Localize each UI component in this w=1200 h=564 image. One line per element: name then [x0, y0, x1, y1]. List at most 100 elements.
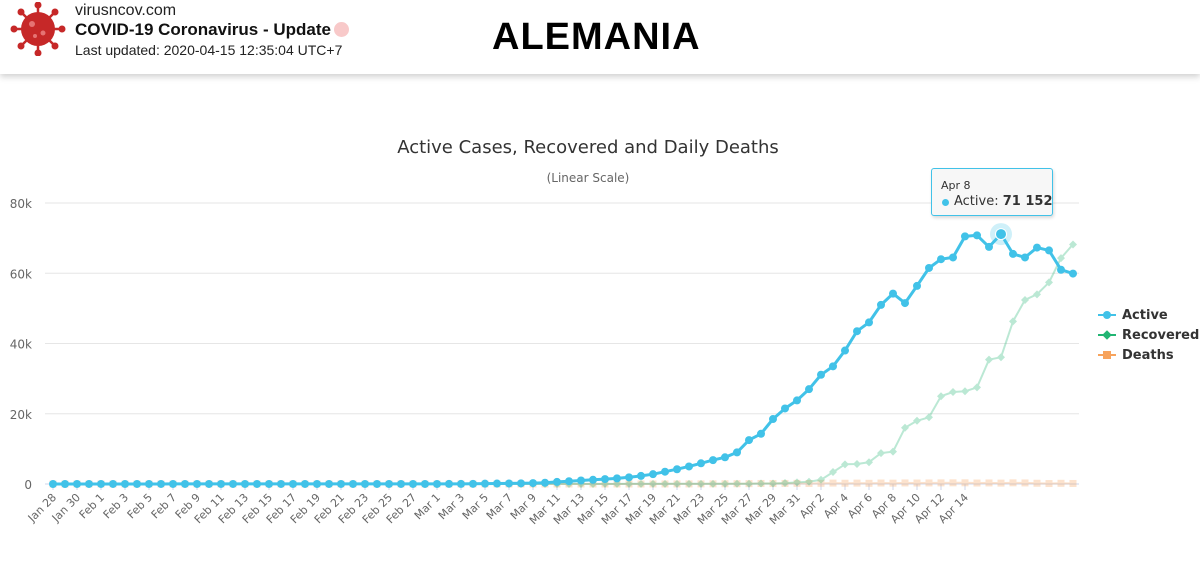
data-point-deaths[interactable] [757, 479, 765, 487]
data-point-deaths[interactable] [769, 480, 777, 488]
data-point-deaths[interactable] [637, 480, 645, 488]
data-point-recovered[interactable] [901, 423, 909, 432]
data-point-recovered[interactable] [865, 458, 873, 467]
data-point-deaths[interactable] [841, 479, 849, 487]
data-point-recovered[interactable] [973, 383, 981, 392]
data-point-active[interactable] [61, 479, 69, 488]
data-point-recovered[interactable] [805, 477, 813, 486]
data-point-active[interactable] [505, 479, 513, 488]
data-point-active[interactable] [73, 479, 81, 488]
data-point-active[interactable] [553, 477, 561, 486]
legend-item-deaths[interactable]: Deaths [1098, 345, 1199, 365]
data-point-active[interactable] [1045, 246, 1053, 255]
data-point-recovered[interactable] [721, 479, 729, 488]
data-point-active[interactable] [217, 479, 225, 488]
data-point-active[interactable] [685, 462, 693, 471]
data-point-deaths[interactable] [865, 479, 873, 487]
data-point-recovered[interactable] [817, 475, 825, 484]
data-point-recovered[interactable] [985, 355, 993, 364]
data-point-active[interactable] [793, 396, 801, 405]
data-point-active[interactable] [1033, 243, 1041, 252]
data-point-deaths[interactable] [661, 480, 669, 488]
data-point-deaths[interactable] [589, 480, 597, 488]
data-point-active[interactable] [973, 231, 981, 240]
data-point-deaths[interactable] [1069, 479, 1077, 487]
data-point-active[interactable] [397, 479, 405, 488]
data-point-deaths[interactable] [817, 479, 825, 487]
data-point-active[interactable] [1057, 265, 1065, 274]
data-point-deaths[interactable] [781, 479, 789, 487]
data-point-recovered[interactable] [1021, 295, 1029, 304]
data-point-active[interactable] [97, 479, 105, 488]
data-point-recovered[interactable] [781, 479, 789, 488]
data-point-recovered[interactable] [649, 479, 657, 488]
data-point-active[interactable] [697, 459, 705, 468]
data-point-deaths[interactable] [1045, 480, 1053, 488]
data-point-active[interactable] [913, 281, 921, 290]
data-point-active[interactable] [805, 385, 813, 394]
data-point-recovered[interactable] [697, 479, 705, 488]
data-point-active[interactable] [109, 479, 117, 488]
data-point-active[interactable] [49, 479, 57, 488]
data-point-active[interactable] [433, 479, 441, 488]
data-point-recovered[interactable] [937, 392, 945, 401]
data-point-active[interactable] [985, 242, 993, 251]
data-point-active[interactable] [1069, 269, 1077, 278]
data-point-active[interactable] [661, 467, 669, 476]
data-point-active[interactable] [253, 479, 261, 488]
data-point-active[interactable] [529, 479, 537, 488]
data-point-active[interactable] [133, 479, 141, 488]
data-point-active[interactable] [481, 479, 489, 488]
data-point-deaths[interactable] [685, 480, 693, 488]
data-point-active[interactable] [865, 318, 873, 327]
data-point-deaths[interactable] [805, 479, 813, 487]
data-point-recovered[interactable] [853, 459, 861, 468]
data-point-active[interactable] [229, 479, 237, 488]
data-point-active[interactable] [613, 474, 621, 483]
data-point-active[interactable] [745, 436, 753, 445]
data-point-recovered[interactable] [757, 479, 765, 488]
data-point-active[interactable] [877, 300, 885, 309]
legend-item-recovered[interactable]: Recovered [1098, 325, 1199, 345]
data-point-active[interactable] [385, 479, 393, 488]
data-point-recovered[interactable] [685, 479, 693, 488]
data-point-active[interactable] [925, 263, 933, 272]
data-point-deaths[interactable] [733, 480, 741, 488]
data-point-recovered[interactable] [877, 449, 885, 458]
data-point-active[interactable] [577, 476, 585, 485]
data-point-recovered[interactable] [1069, 240, 1077, 249]
data-point-active[interactable] [817, 370, 825, 379]
data-point-active[interactable] [733, 448, 741, 457]
data-point-active[interactable] [169, 479, 177, 488]
data-point-active[interactable] [241, 479, 249, 488]
data-point-active[interactable] [85, 479, 93, 488]
data-point-active[interactable] [889, 289, 897, 298]
data-point-active[interactable] [145, 479, 153, 488]
data-point-deaths[interactable] [745, 480, 753, 488]
data-point-active[interactable] [781, 404, 789, 413]
data-point-active[interactable] [937, 255, 945, 264]
data-point-active[interactable] [649, 470, 657, 479]
data-point-active[interactable] [637, 471, 645, 480]
data-point-active[interactable] [373, 479, 381, 488]
data-point-deaths[interactable] [1033, 479, 1041, 487]
data-point-recovered[interactable] [637, 479, 645, 488]
data-point-active[interactable] [1009, 249, 1017, 258]
data-point-recovered[interactable] [793, 478, 801, 487]
data-point-active[interactable] [457, 479, 465, 488]
data-point-active[interactable] [853, 327, 861, 336]
data-point-active[interactable] [1021, 253, 1029, 262]
data-point-active[interactable] [709, 456, 717, 465]
data-point-active[interactable] [349, 479, 357, 488]
data-point-deaths[interactable] [985, 479, 993, 487]
data-point-deaths[interactable] [601, 480, 609, 488]
data-point-active[interactable] [157, 479, 165, 488]
data-point-recovered[interactable] [913, 416, 921, 425]
data-point-deaths[interactable] [697, 480, 705, 488]
data-point-recovered[interactable] [613, 479, 621, 488]
data-point-recovered[interactable] [1033, 290, 1041, 299]
data-point-active[interactable] [601, 475, 609, 484]
data-point-active[interactable] [961, 232, 969, 241]
data-point-active[interactable] [301, 479, 309, 488]
